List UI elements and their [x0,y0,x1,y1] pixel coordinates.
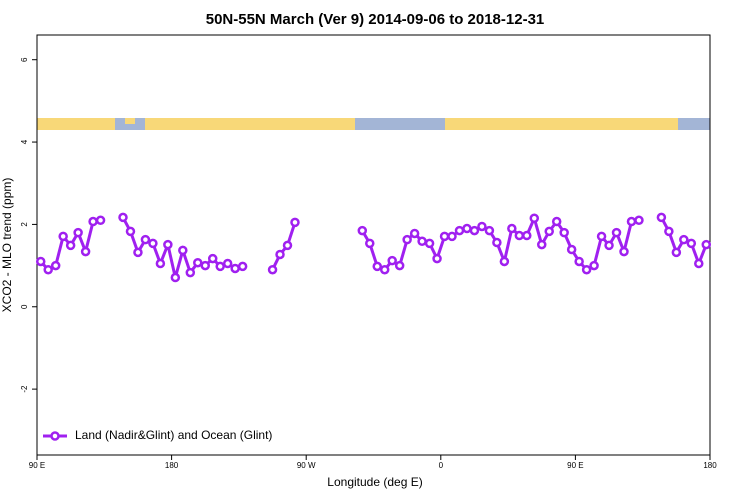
data-point [447,231,457,242]
x-tick-label: 90 E [567,461,583,470]
data-point [529,213,540,223]
x-axis-label: Longitude (deg E) [327,475,422,489]
y-tick-label: 4 [20,139,29,144]
legend-label: Land (Nadir&Glint) and Ocean (Glint) [75,428,272,442]
y-tick-label: 6 [20,57,29,62]
data-point [454,225,465,236]
data-point [686,238,697,249]
data-point [439,231,450,242]
data-point [148,238,158,249]
data-point [282,240,293,251]
x-tick-label: 90 E [29,461,45,470]
data-point [484,225,495,236]
data-point [275,249,285,260]
data-point [365,238,375,249]
data-point [133,247,143,258]
x-tick-label: 0 [439,461,444,470]
data-point [604,240,614,251]
data-point [185,267,196,278]
data-point [469,225,480,236]
y-tick-label: -2 [20,385,29,393]
data-point [409,228,420,239]
y-tick-label: 2 [20,222,29,227]
x-tick-label: 90 W [297,461,316,470]
data-point [125,226,136,237]
data-point [35,256,46,267]
data-point [417,236,427,247]
data-point [537,239,547,250]
land-ocean-strip [37,118,710,130]
data-point [215,261,225,272]
data-point [237,261,248,272]
data-point [619,246,629,257]
y-axis-label: XCO2 - MLO trend (ppm) [0,178,14,313]
data-point [679,234,689,245]
legend-marker [50,431,60,441]
data-point [626,216,637,227]
data-point [200,260,210,271]
data-point [379,264,390,275]
data-point [394,260,405,271]
data-point [514,230,525,241]
data-point [671,247,682,258]
data-point [140,234,151,245]
data-point [551,216,562,227]
data-point [402,234,412,245]
data-point [634,215,644,226]
data-point [701,239,712,250]
data-point [58,231,68,242]
data-point [43,264,53,275]
data-point [193,257,203,268]
data-point [492,237,502,248]
x-tick-label: 180 [703,461,717,470]
data-point [522,230,532,241]
data-point [65,240,76,251]
data-point [207,253,218,264]
y-tick-label: 0 [20,304,29,309]
data-point [589,260,599,271]
data-point [462,223,472,234]
data-point [357,225,368,236]
data-point [432,253,442,264]
data-point [50,260,61,271]
data-point [118,212,128,223]
x-tick-label: 180 [165,461,179,470]
data-point [656,212,667,223]
data-point [566,244,577,255]
data-point [581,264,592,275]
data-point [499,256,510,267]
data-point [611,227,622,238]
chart-title: 50N-55N March (Ver 9) 2014-09-06 to 2018… [206,11,545,28]
data-point [88,216,98,227]
data-point [507,223,517,234]
data-point [694,258,704,269]
data-point [559,227,569,238]
data-point [477,221,487,232]
data-point [95,215,106,226]
data-point [163,239,173,250]
data-point [664,226,674,237]
data-point [544,226,554,237]
data-point [230,263,240,274]
data-point [574,256,584,267]
data-point [267,264,278,275]
data-point [290,217,300,228]
data-point [170,272,181,283]
data-point [222,258,233,269]
data-point [596,231,607,242]
data-point [424,238,435,249]
data-point [155,258,166,269]
data-point [372,261,382,272]
data-point [80,246,91,257]
data-point [178,245,188,256]
data-point [387,255,397,266]
data-point [73,227,83,238]
